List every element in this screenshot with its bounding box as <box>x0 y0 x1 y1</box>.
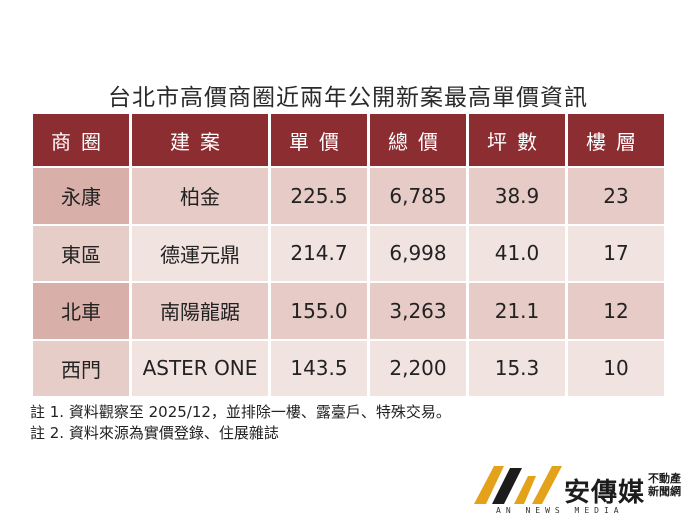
cell-project: 柏金 <box>132 168 268 226</box>
cell-district: 東區 <box>33 225 129 283</box>
header-area: 坪數 <box>469 114 565 168</box>
brand-english: AN NEWS MEDIA <box>496 506 624 515</box>
cell-project: 德運元鼎 <box>132 225 268 283</box>
brand-tagline-line1: 不動產 <box>648 472 681 485</box>
cell-total-price: 6,998 <box>370 225 466 283</box>
brand-name: 安傳媒 <box>564 478 646 508</box>
cell-project: 南陽龍踞 <box>132 283 268 341</box>
table-row: 永康 柏金 225.5 6,785 38.9 23 <box>33 168 664 226</box>
cell-district: 永康 <box>33 168 129 226</box>
header-unit-price: 單價 <box>271 114 367 168</box>
an-logo-icon <box>474 466 562 504</box>
cell-unit-price: 214.7 <box>271 225 367 283</box>
cell-district: 北車 <box>33 283 129 341</box>
header-project: 建案 <box>132 114 268 168</box>
cell-floor: 10 <box>568 340 664 398</box>
cell-area: 38.9 <box>469 168 565 226</box>
cell-unit-price: 143.5 <box>271 340 367 398</box>
table-row: 東區 德運元鼎 214.7 6,998 41.0 17 <box>33 225 664 283</box>
brand-tagline: 不動產 新聞網 <box>648 472 681 498</box>
table-row: 北車 南陽龍踞 155.0 3,263 21.1 12 <box>33 283 664 341</box>
cell-total-price: 6,785 <box>370 168 466 226</box>
brand-logo: 安傳媒 不動產 新聞網 AN NEWS MEDIA <box>470 462 692 518</box>
cell-area: 21.1 <box>469 283 565 341</box>
cell-floor: 17 <box>568 225 664 283</box>
footnote-2: 註 2. 資料來源為實價登錄、住展雜誌 <box>30 424 279 442</box>
header-total-price: 總價 <box>370 114 466 168</box>
page-title: 台北市高價商圈近兩年公開新案最高單價資訊 <box>108 85 588 111</box>
cell-district: 西門 <box>33 340 129 398</box>
cell-floor: 23 <box>568 168 664 226</box>
footnote-1: 註 1. 資料觀察至 2025/12，並排除一樓、露臺戶、特殊交易。 <box>30 403 451 421</box>
cell-area: 15.3 <box>469 340 565 398</box>
cell-unit-price: 225.5 <box>271 168 367 226</box>
price-table: 商圈 建案 單價 總價 坪數 樓層 永康 柏金 225.5 6,785 38.9… <box>30 114 667 398</box>
brand-tagline-line2: 新聞網 <box>648 485 681 498</box>
cell-total-price: 3,263 <box>370 283 466 341</box>
cell-floor: 12 <box>568 283 664 341</box>
header-district: 商圈 <box>33 114 129 168</box>
header-floor: 樓層 <box>568 114 664 168</box>
cell-total-price: 2,200 <box>370 340 466 398</box>
footnotes: 註 1. 資料觀察至 2025/12，並排除一樓、露臺戶、特殊交易。 註 2. … <box>30 402 451 444</box>
cell-project: ASTER ONE <box>132 340 268 398</box>
cell-unit-price: 155.0 <box>271 283 367 341</box>
cell-area: 41.0 <box>469 225 565 283</box>
table-row: 西門 ASTER ONE 143.5 2,200 15.3 10 <box>33 340 664 398</box>
table-header-row: 商圈 建案 單價 總價 坪數 樓層 <box>33 114 664 168</box>
